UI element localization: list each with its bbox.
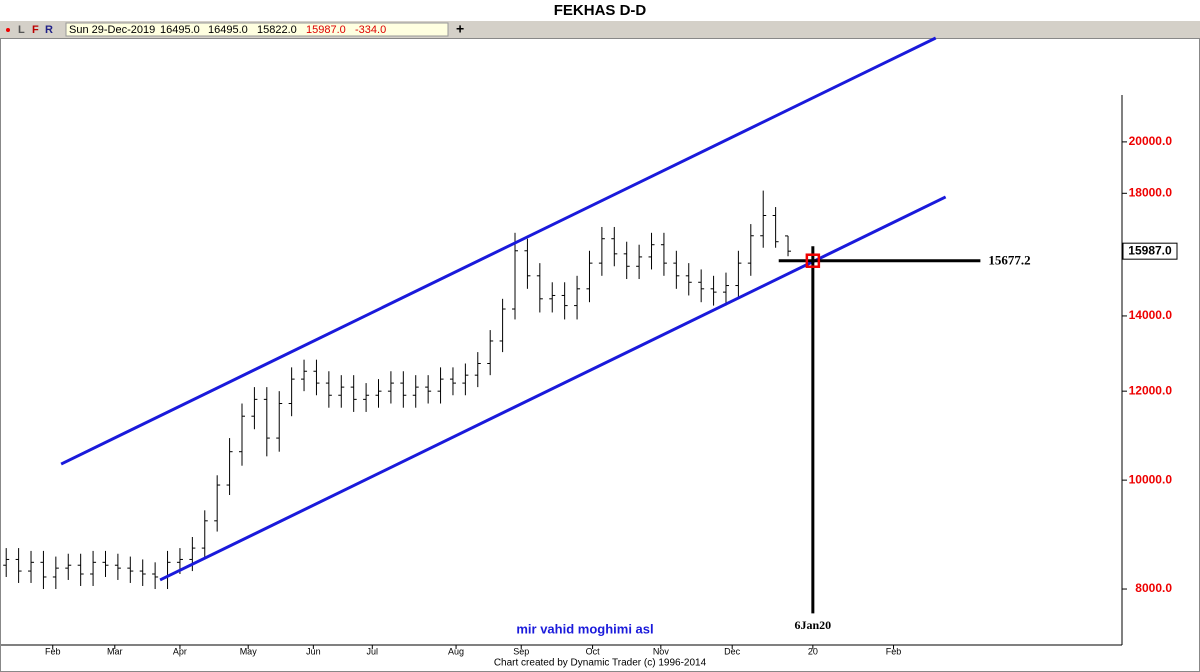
level-label: 15677.2 [988,253,1030,268]
y-tick-label: 20000.0 [1129,134,1173,148]
watermark: mir vahid moghimi asl [516,621,653,636]
quote-field: 16495.0 [160,24,200,36]
y-tick-label: 12000.0 [1129,383,1173,397]
toolbar-button[interactable]: F [32,24,39,36]
toolbar-button[interactable]: L [18,24,25,36]
quote-box [65,22,449,37]
toolbar-button[interactable]: R [45,24,53,36]
toolbar-dot [6,28,10,32]
last-price-box [1122,242,1178,260]
channel-line [60,36,937,466]
quote-field: 16495.0 [208,24,248,36]
x-tick-label: Jun [306,646,321,656]
chart-title: FEKHAS D-D [554,2,647,19]
x-tick-label: Oct [586,646,601,656]
x-tick-label: Feb [45,646,61,656]
quote-date: Sun 29-Dec-2019 [69,24,155,36]
x-tick-label: Dec [724,646,741,656]
x-tick-label: 20 [808,646,818,656]
y-tick-label: 8000.0 [1135,581,1172,595]
add-button[interactable]: + [456,21,464,37]
quote-field: -334.0 [355,24,386,36]
x-tick-label: Apr [173,646,187,656]
target-box [805,253,821,268]
x-tick-label: Aug [448,646,464,656]
x-tick-label: Mar [107,646,123,656]
y-tick-label: 18000.0 [1129,185,1173,199]
y-tick-label: 14000.0 [1129,308,1173,322]
last-price-label: 15987.0 [1128,243,1172,257]
x-tick-label: Nov [653,646,670,656]
footer: Chart created by Dynamic Trader (c) 1996… [494,658,707,669]
quote-field: 15822.0 [257,24,297,36]
x-tick-label: May [240,646,258,656]
x-tick-label: Jul [367,646,379,656]
y-tick-label: 10000.0 [1129,472,1173,486]
time-label: 6Jan20 [795,618,832,632]
x-tick-label: Feb [886,646,902,656]
quote-field: 15987.0 [306,24,346,36]
x-tick-label: Sep [513,646,529,656]
